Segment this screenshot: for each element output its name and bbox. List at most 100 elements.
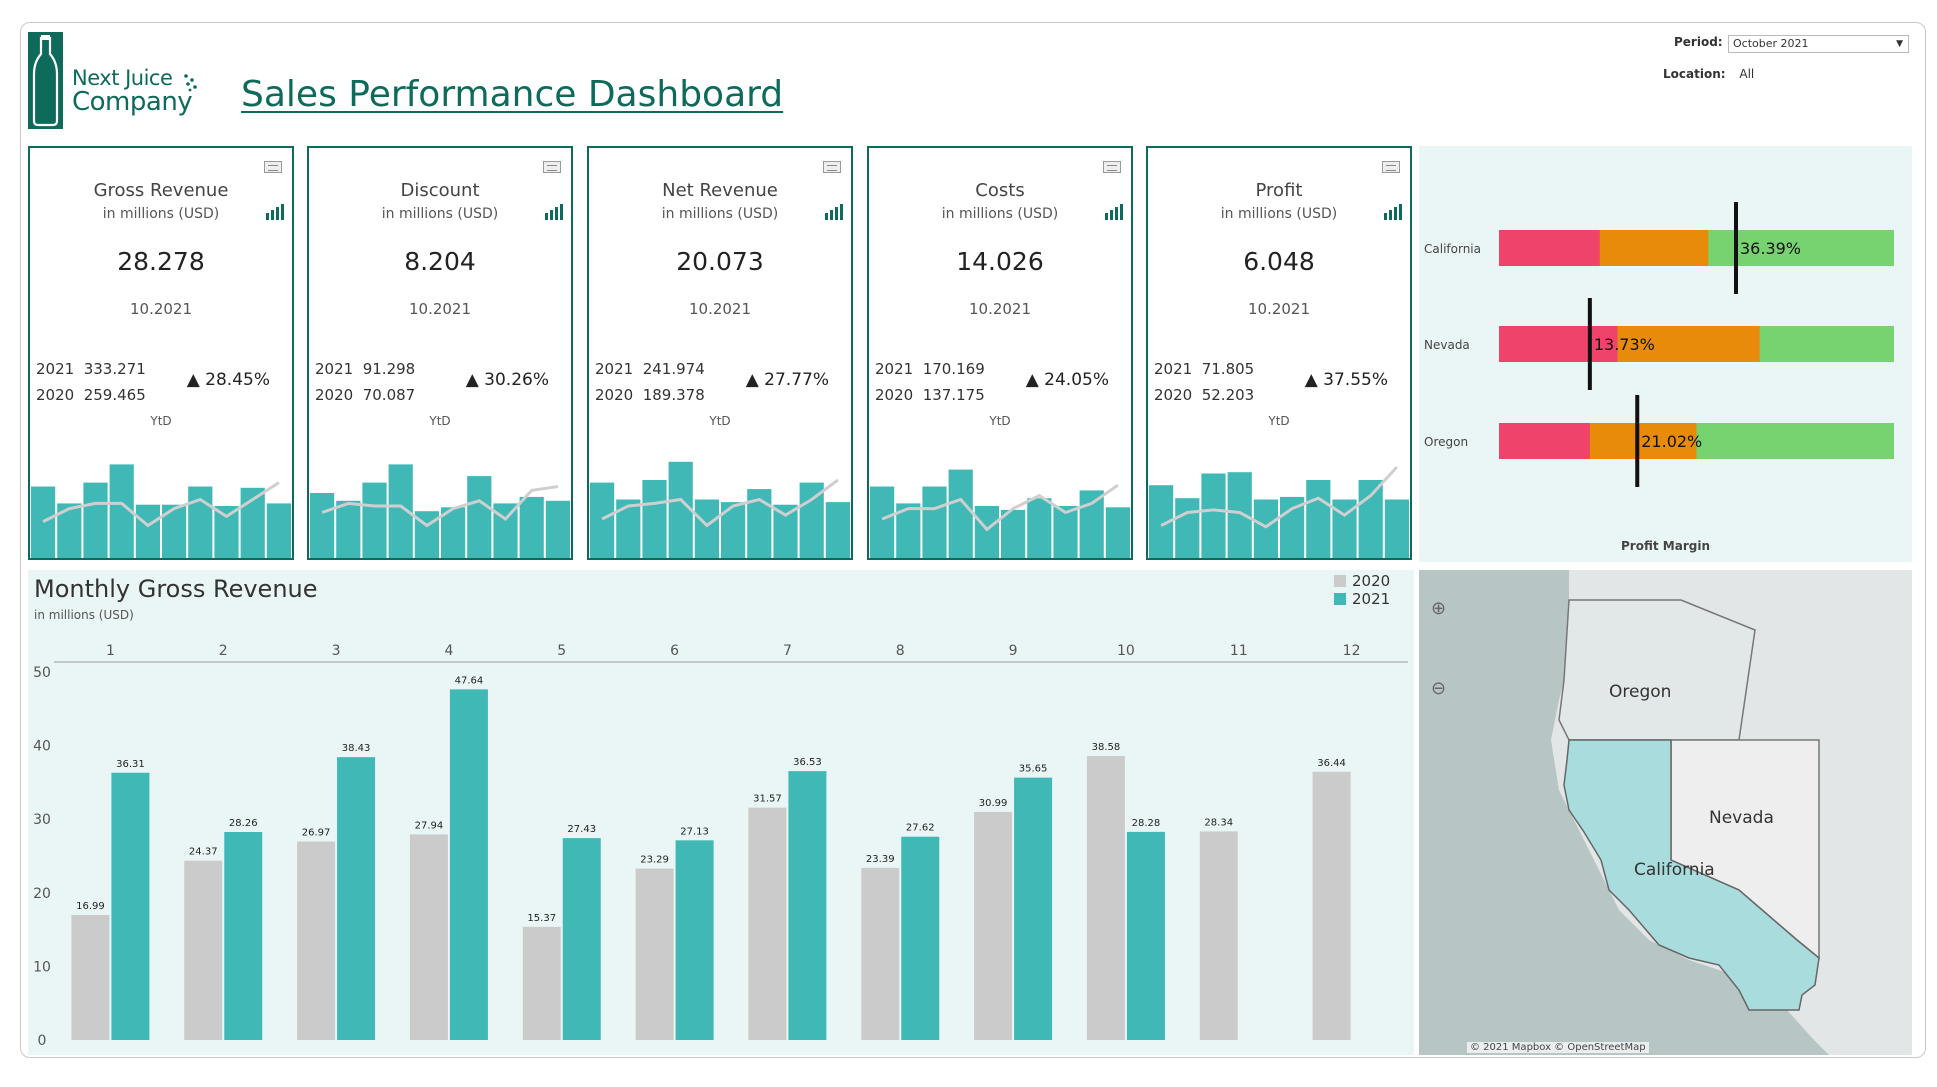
brand-name: Next Juice Company — [72, 66, 193, 117]
kpi-subtitle: in millions (USD) — [102, 206, 220, 222]
map-label-nevada: Nevada — [1709, 808, 1774, 828]
state-map[interactable]: Oregon Nevada California ⊕ ⊖ © 2021 Mapb… — [1419, 570, 1912, 1055]
chart-legend[interactable]: 2020 2021 — [1334, 572, 1390, 608]
spark-bar[interactable] — [694, 499, 719, 559]
california-shape[interactable] — [1563, 739, 1820, 1011]
spark-bar[interactable] — [214, 506, 239, 558]
period-dropdown[interactable]: October 2021 ▼ — [1728, 35, 1909, 53]
spark-bar[interactable] — [1384, 499, 1409, 559]
bar-2021-month-5[interactable] — [562, 838, 601, 1040]
bar-2021-month-3[interactable] — [337, 757, 376, 1040]
spark-bar[interactable] — [1201, 473, 1226, 559]
spark-bar[interactable] — [1027, 498, 1052, 558]
bar-2020-month-6[interactable] — [635, 868, 674, 1040]
profit-margin-row-nevada[interactable]: 13.73% Nevada — [1424, 298, 1894, 390]
spark-bar[interactable] — [1358, 480, 1383, 558]
spark-bar[interactable] — [441, 507, 466, 558]
spark-bar[interactable] — [1306, 480, 1331, 558]
bar-2020-month-8[interactable] — [861, 867, 900, 1040]
profit-margin-row-oregon[interactable]: 21.02% Oregon — [1424, 395, 1894, 487]
spark-bar[interactable] — [545, 500, 570, 558]
legend-item-2021[interactable]: 2021 — [1334, 590, 1390, 608]
bar-2021-month-9[interactable] — [1014, 777, 1053, 1040]
page-title[interactable]: Sales Performance Dashboard — [241, 74, 784, 115]
spark-bar[interactable] — [266, 503, 291, 558]
spark-bar[interactable] — [922, 486, 947, 559]
bar-2021-month-8[interactable] — [901, 836, 940, 1040]
zoom-out-icon[interactable]: ⊖ — [1431, 678, 1447, 699]
location-filter[interactable]: Location: All — [1663, 67, 1754, 81]
spark-bar[interactable] — [336, 500, 361, 558]
zoom-in-icon[interactable]: ⊕ — [1431, 598, 1447, 619]
bar-2021-month-2[interactable] — [224, 832, 263, 1040]
bar-2020-month-10[interactable] — [1086, 756, 1125, 1040]
card-image-icon[interactable] — [1382, 161, 1400, 173]
spark-bar[interactable] — [825, 502, 850, 558]
spark-bar[interactable] — [83, 482, 108, 558]
spark-bar[interactable] — [1079, 490, 1104, 558]
x-tick-label: 5 — [557, 643, 566, 659]
signal-bars-icon — [1105, 204, 1123, 220]
spark-bar[interactable] — [1105, 507, 1130, 558]
spark-bar[interactable] — [616, 499, 641, 559]
bar-2021-month-1[interactable] — [111, 772, 150, 1040]
spark-bar[interactable] — [773, 504, 798, 558]
kpi-card-profit[interactable]: Profit in millions (USD) 6.048 10.2021 2… — [1146, 146, 1412, 560]
kpi-ytd-2021: 2021 91.298 — [315, 360, 416, 378]
spark-bar[interactable] — [590, 482, 615, 558]
spark-bar[interactable] — [362, 482, 387, 558]
bar-2020-month-12[interactable] — [1312, 771, 1351, 1040]
signal-bars-icon — [545, 204, 563, 220]
spark-bar[interactable] — [1001, 509, 1026, 558]
bar-2020-month-2[interactable] — [184, 860, 223, 1040]
spark-bar[interactable] — [467, 476, 492, 558]
bar-2020-month-11[interactable] — [1199, 831, 1238, 1040]
bar-2020-month-3[interactable] — [297, 841, 336, 1040]
kpi-card-gross-revenue[interactable]: Gross Revenue in millions (USD) 28.278 1… — [28, 146, 294, 560]
kpi-sparkline — [310, 464, 570, 558]
bar-2020-month-1[interactable] — [71, 914, 110, 1040]
card-image-icon[interactable] — [264, 161, 282, 173]
kpi-card-net-revenue[interactable]: Net Revenue in millions (USD) 20.073 10.… — [587, 146, 853, 560]
spark-bar[interactable] — [1175, 498, 1200, 558]
bar-value-label: 36.31 — [116, 759, 145, 770]
bar-2020-month-5[interactable] — [522, 926, 561, 1040]
bar-2021-month-4[interactable] — [449, 689, 488, 1040]
card-image-icon[interactable] — [1103, 161, 1121, 173]
bar-2020-month-9[interactable] — [974, 811, 1013, 1040]
spark-bar[interactable] — [642, 480, 667, 558]
bar-2021-month-10[interactable] — [1126, 831, 1165, 1040]
spark-bar[interactable] — [974, 506, 999, 558]
kpi-card-costs[interactable]: Costs in millions (USD) 14.026 10.2021 2… — [867, 146, 1133, 560]
spark-bar[interactable] — [1227, 472, 1252, 558]
legend-item-2020[interactable]: 2020 — [1334, 572, 1390, 590]
profit-margin-row-california[interactable]: 36.39% California — [1424, 202, 1894, 294]
y-tick-label: 30 — [33, 812, 51, 828]
bar-2021-month-7[interactable] — [788, 771, 827, 1040]
spark-bar[interactable] — [1253, 499, 1278, 559]
bar-value-label: 36.53 — [793, 757, 822, 768]
kpi-ytd-2020: 2020 189.378 — [595, 386, 705, 404]
spark-bar[interactable] — [948, 469, 973, 558]
kpi-card-discount[interactable]: Discount in millions (USD) 8.204 10.2021… — [307, 146, 573, 560]
spark-bar[interactable] — [188, 486, 213, 559]
kpi-date: 10.2021 — [408, 300, 472, 318]
bar-2020-month-4[interactable] — [409, 834, 448, 1040]
spark-bar[interactable] — [135, 504, 160, 558]
bar-2021-month-6[interactable] — [675, 840, 714, 1040]
card-image-icon[interactable] — [543, 161, 561, 173]
spark-bar[interactable] — [870, 486, 895, 559]
spark-bar[interactable] — [668, 461, 693, 558]
spark-bar[interactable] — [519, 496, 544, 558]
profit-margin-title: Profit Margin — [1621, 539, 1710, 553]
spark-bar[interactable] — [310, 493, 335, 558]
bar-2020-month-7[interactable] — [748, 807, 787, 1040]
spark-bar[interactable] — [31, 486, 56, 559]
bar-value-label: 47.64 — [455, 675, 484, 686]
bar-value-label: 30.99 — [979, 798, 1008, 809]
spark-bar[interactable] — [1053, 506, 1078, 558]
map-canvas[interactable]: Oregon Nevada California — [1419, 570, 1912, 1055]
oregon-shape[interactable] — [1558, 599, 1756, 741]
card-image-icon[interactable] — [823, 161, 841, 173]
margin-band-low — [1499, 326, 1618, 362]
